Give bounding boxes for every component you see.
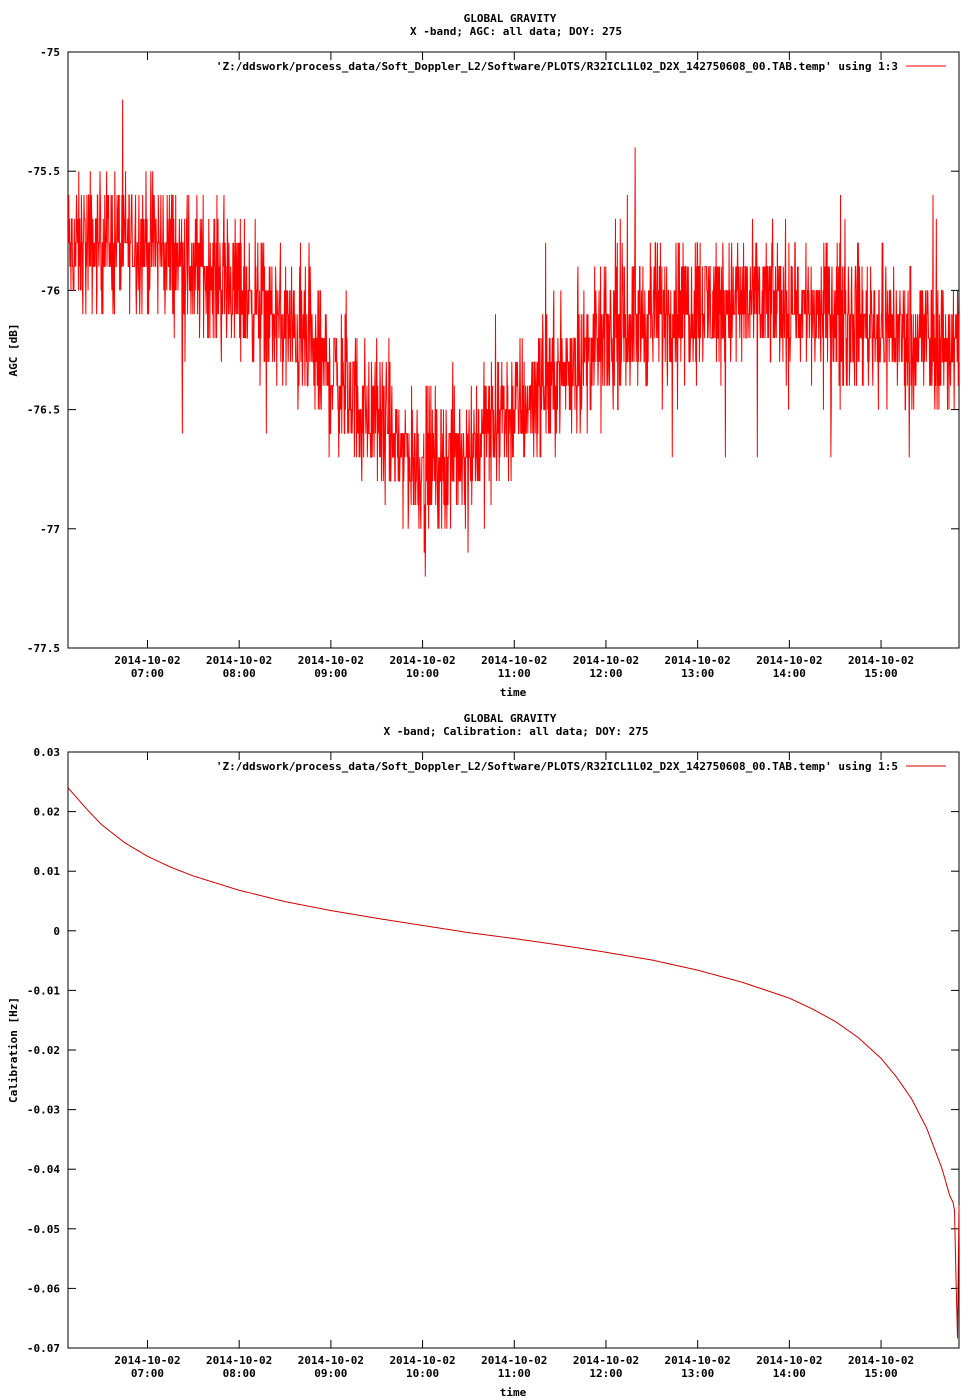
x-tick-time: 13:00 <box>681 667 714 680</box>
y-tick-label: -0.06 <box>27 1282 60 1295</box>
y-tick-label: 0.03 <box>34 746 61 759</box>
y-tick-label: -0.05 <box>27 1223 60 1236</box>
x-tick-time: 11:00 <box>498 667 531 680</box>
legend: 'Z:/ddswork/process_data/Soft_Doppler_L2… <box>216 60 946 73</box>
x-tick-date: 2014-10-02 <box>389 654 455 667</box>
x-tick-date: 2014-10-02 <box>481 654 547 667</box>
y-tick-label: -75 <box>40 46 60 59</box>
calibration-chart: GLOBAL GRAVITY X -band; Calibration: all… <box>7 712 960 1399</box>
y-tick-label: -0.04 <box>27 1163 60 1176</box>
y-tick-label: 0 <box>53 925 60 938</box>
x-tick-date: 2014-10-02 <box>573 654 639 667</box>
series-group <box>67 99 960 577</box>
x-tick-date: 2014-10-02 <box>573 1354 639 1367</box>
series-group <box>67 787 960 1339</box>
y-tick-label: -0.01 <box>27 984 60 997</box>
x-tick-date: 2014-10-02 <box>848 1354 914 1367</box>
legend-label: 'Z:/ddswork/process_data/Soft_Doppler_L2… <box>216 760 898 773</box>
x-tick-time: 09:00 <box>314 1367 347 1380</box>
y-tick-label: -0.03 <box>27 1104 60 1117</box>
x-tick-time: 10:00 <box>406 1367 439 1380</box>
y-tick-label: -0.02 <box>27 1044 60 1057</box>
chart-title: GLOBAL GRAVITY <box>464 12 557 25</box>
plot-frame <box>67 51 960 649</box>
x-tick-time: 15:00 <box>864 667 897 680</box>
x-tick-date: 2014-10-02 <box>206 654 272 667</box>
y-tick-label: -0.07 <box>27 1342 60 1355</box>
x-tick-time: 07:00 <box>131 667 164 680</box>
x-axis-label: time <box>500 686 527 699</box>
x-tick-time: 11:00 <box>498 1367 531 1380</box>
x-tick-time: 15:00 <box>864 1367 897 1380</box>
x-tick-time: 10:00 <box>406 667 439 680</box>
x-ticks: 2014-10-0207:002014-10-0208:002014-10-02… <box>114 52 914 680</box>
x-tick-date: 2014-10-02 <box>389 1354 455 1367</box>
x-tick-date: 2014-10-02 <box>756 1354 822 1367</box>
y-tick-label: -75.5 <box>27 165 60 178</box>
legend-label: 'Z:/ddswork/process_data/Soft_Doppler_L2… <box>216 60 898 73</box>
y-ticks: -75 -75.5 -76 -76.5 -77 -77.5 <box>27 46 959 655</box>
chart-title: GLOBAL GRAVITY <box>464 712 557 725</box>
y-tick-label: 0.01 <box>34 865 61 878</box>
x-tick-date: 2014-10-02 <box>665 654 731 667</box>
x-tick-date: 2014-10-02 <box>114 1354 180 1367</box>
legend: 'Z:/ddswork/process_data/Soft_Doppler_L2… <box>216 760 946 773</box>
x-tick-date: 2014-10-02 <box>756 654 822 667</box>
chart-subtitle: X -band; Calibration: all data; DOY: 275 <box>384 725 649 738</box>
y-tick-label: 0.02 <box>34 806 61 819</box>
x-tick-time: 12:00 <box>589 1367 622 1380</box>
x-axis-label: time <box>500 1386 527 1399</box>
y-tick-label: -76 <box>40 284 60 297</box>
x-tick-time: 14:00 <box>773 1367 806 1380</box>
x-tick-date: 2014-10-02 <box>848 654 914 667</box>
x-tick-date: 2014-10-02 <box>114 654 180 667</box>
x-tick-time: 07:00 <box>131 1367 164 1380</box>
series-line <box>67 787 960 1339</box>
y-ticks: 0.03 0.02 0.01 0 -0.01 -0.02 -0.03 -0.04 -0.05 -0… <box>27 746 959 1355</box>
y-tick-label: -77.5 <box>27 642 60 655</box>
x-tick-time: 14:00 <box>773 667 806 680</box>
chart-subtitle: X -band; AGC: all data; DOY: 275 <box>410 25 622 38</box>
series-line <box>67 99 960 577</box>
x-tick-time: 09:00 <box>314 667 347 680</box>
plot-frame <box>67 751 960 1349</box>
x-tick-date: 2014-10-02 <box>665 1354 731 1367</box>
x-tick-time: 12:00 <box>589 667 622 680</box>
x-tick-time: 13:00 <box>681 1367 714 1380</box>
x-tick-date: 2014-10-02 <box>298 1354 364 1367</box>
x-tick-time: 08:00 <box>223 1367 256 1380</box>
agc-chart: GLOBAL GRAVITY X -band; AGC: all data; D… <box>7 12 960 699</box>
y-axis-label: Calibration [Hz] <box>7 997 20 1103</box>
x-tick-date: 2014-10-02 <box>481 1354 547 1367</box>
y-tick-label: -76.5 <box>27 404 60 417</box>
y-tick-label: -77 <box>40 523 60 536</box>
x-tick-time: 08:00 <box>223 667 256 680</box>
y-axis-label: AGC [dB] <box>7 324 20 377</box>
x-tick-date: 2014-10-02 <box>298 654 364 667</box>
x-ticks: 2014-10-0207:002014-10-0208:002014-10-02… <box>114 752 914 1380</box>
x-tick-date: 2014-10-02 <box>206 1354 272 1367</box>
